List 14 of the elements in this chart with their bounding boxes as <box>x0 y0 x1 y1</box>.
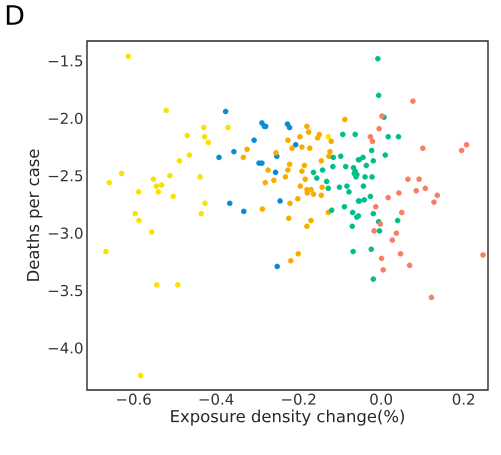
x-tick-label: 0.0 <box>370 394 392 405</box>
x-tick-label: 0.2 <box>452 394 474 405</box>
x-tick-label: −0.4 <box>200 394 234 405</box>
x-tick-label: −0.2 <box>282 394 316 405</box>
y-tick-label: −3.5 <box>48 284 82 296</box>
y-tick-label: −4.0 <box>48 342 82 354</box>
y-tick-label: −3.0 <box>48 228 82 239</box>
x-tick-label: −0.6 <box>117 394 151 405</box>
x-axis-title: Exposure density change(%) <box>171 410 404 426</box>
y-tick-label: −1.5 <box>48 55 82 67</box>
y-tick-label: −2.5 <box>48 170 82 182</box>
y-tick-label: −2.0 <box>48 112 82 124</box>
chart-title: D <box>6 5 24 25</box>
y-axis-title: Deaths per case <box>26 149 42 281</box>
